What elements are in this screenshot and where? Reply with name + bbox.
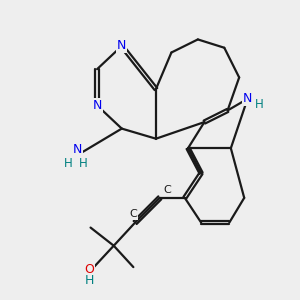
Text: C: C [130, 209, 137, 219]
Text: O: O [84, 263, 94, 276]
Text: H: H [79, 157, 87, 170]
Text: N: N [117, 40, 127, 52]
Text: H: H [254, 98, 263, 111]
Text: N: N [92, 99, 102, 112]
Text: H: H [64, 157, 73, 170]
Text: C: C [164, 184, 171, 194]
Text: H: H [84, 274, 94, 287]
Text: N: N [243, 92, 252, 105]
Text: N: N [73, 143, 82, 156]
